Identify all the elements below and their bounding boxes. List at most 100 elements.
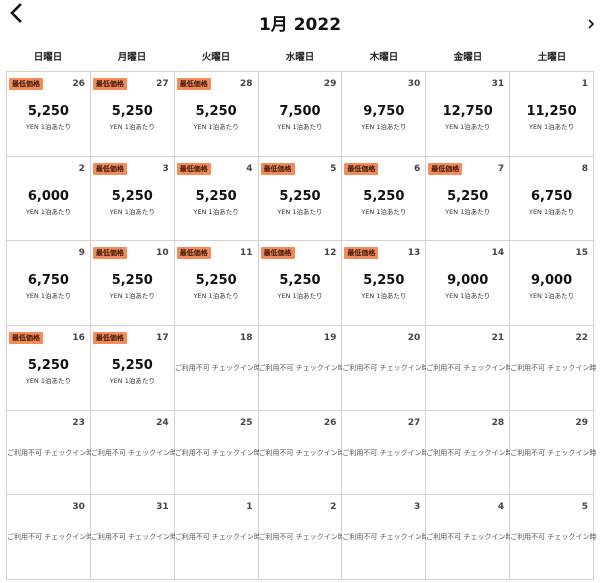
day-number: 10 <box>156 248 169 259</box>
weekday-wednesday: 水曜日 <box>285 52 315 63</box>
unavailable-label: ご利用不可 チェックイン時 <box>258 533 345 542</box>
nightly-price: 5,250 <box>195 273 237 289</box>
day-number: 26 <box>323 417 337 428</box>
unavailable-label: ご利用不可 チェックイン時 <box>510 363 597 372</box>
unavailable-label: ご利用不可 チェックイン時 <box>90 533 178 542</box>
day-number: 30 <box>407 79 421 89</box>
nightly-price: 6,750 <box>27 273 69 289</box>
unavailable-label: ご利用不可 チェックイン時 <box>174 448 261 457</box>
day-number: 27 <box>407 417 421 428</box>
day-cell: 最低価格2YEN 1泊あたりご利用不可 チェックイン時 <box>258 495 345 580</box>
day-number: 8 <box>581 163 588 174</box>
nightly-price: 5,250 <box>111 104 153 119</box>
day-number: 23 <box>72 417 85 428</box>
day-number: 12 <box>323 248 337 259</box>
unavailable-label: ご利用不可 チェックイン時 <box>342 533 429 542</box>
price-unit-label: YEN 1泊あたり <box>528 123 575 131</box>
price-unit-label: YEN 1泊あたり <box>25 376 71 385</box>
day-number: 31 <box>156 502 169 513</box>
nightly-price: 5,250 <box>27 357 69 373</box>
price-unit-label: YEN 1泊あたり <box>361 123 407 131</box>
unavailable-label: ご利用不可 チェックイン時 <box>426 448 513 457</box>
weekday-saturday: 土曜日 <box>537 52 567 63</box>
day-cell: 最低価格27YEN 1泊あたりご利用不可 チェックイン時 <box>342 410 429 496</box>
weekday-thursday: 木曜日 <box>369 52 399 63</box>
day-number: 20 <box>407 332 421 343</box>
day-number: 3 <box>414 502 421 513</box>
price-unit-label: YEN 1泊あたり <box>25 292 71 301</box>
day-cell: 最低価格21YEN 1泊あたりご利用不可 チェックイン時 <box>426 325 513 411</box>
day-number: 1 <box>246 502 253 513</box>
price-unit-label: YEN 1泊あたり <box>109 123 155 131</box>
unavailable-label: ご利用不可 チェックイン時 <box>90 448 178 457</box>
day-cell: 最低価格29YEN 1泊あたりご利用不可 チェックイン時 <box>510 410 597 496</box>
price-unit-label: YEN 1泊あたり <box>445 292 491 301</box>
lowest-price-badge: 最低価格 <box>92 247 127 260</box>
price-unit-label: YEN 1泊あたり <box>25 123 71 131</box>
day-number: 25 <box>240 417 253 428</box>
price-unit-label: YEN 1泊あたり <box>528 207 575 216</box>
price-unit-label: YEN 1泊あたり <box>277 292 323 301</box>
nightly-price: 5,250 <box>111 188 153 204</box>
lowest-price-badge: 最低価格 <box>9 78 43 90</box>
day-number: 9 <box>78 248 85 259</box>
day-cell: 最低価格5YEN 1泊あたりご利用不可 チェックイン時 <box>510 495 596 580</box>
unavailable-label: ご利用不可 チェックイン時 <box>510 448 597 457</box>
day-number: 6 <box>414 163 421 174</box>
weekday-sunday: 日曜日 <box>33 52 63 63</box>
day-number: 21 <box>491 332 505 343</box>
price-unit-label: YEN 1泊あたり <box>445 123 491 131</box>
day-cell: 最低価格20YEN 1泊あたりご利用不可 チェックイン時 <box>342 325 429 411</box>
nightly-price: 5,250 <box>111 357 153 373</box>
lowest-price-badge: 最低価格 <box>92 331 127 344</box>
nightly-price: 9,000 <box>531 273 573 289</box>
unavailable-label: ご利用不可 チェックイン時 <box>426 533 513 542</box>
day-cell: 最低価格22YEN 1泊あたりご利用不可 チェックイン時 <box>510 325 597 411</box>
nightly-price: 5,250 <box>111 273 153 289</box>
day-number: 31 <box>491 79 505 89</box>
day-number: 5 <box>330 163 337 174</box>
day-number: 18 <box>240 332 253 343</box>
nightly-price: 6,750 <box>531 188 573 204</box>
price-unit-label: YEN 1泊あたり <box>361 207 407 216</box>
nightly-price: 9,000 <box>447 273 489 289</box>
nightly-price: 5,250 <box>363 273 405 289</box>
day-number: 16 <box>72 332 85 343</box>
nightly-price: 5,250 <box>279 273 321 289</box>
lowest-price-badge: 最低価格 <box>176 247 211 260</box>
unavailable-label: ご利用不可 チェックイン時 <box>174 363 261 372</box>
lowest-price-badge: 最低価格 <box>176 162 211 175</box>
nightly-price: 11,250 <box>526 104 577 119</box>
day-cell: 最低価格18YEN 1泊あたりご利用不可 チェックイン時 <box>174 325 261 411</box>
nightly-price: 5,250 <box>279 188 321 204</box>
day-number: 22 <box>575 332 588 343</box>
lowest-price-badge: 最低価格 <box>344 162 379 175</box>
day-number: 30 <box>72 502 85 513</box>
day-number: 7 <box>497 163 505 174</box>
chevron-right-icon[interactable] <box>586 15 596 29</box>
chevron-left-icon[interactable] <box>6 2 28 24</box>
